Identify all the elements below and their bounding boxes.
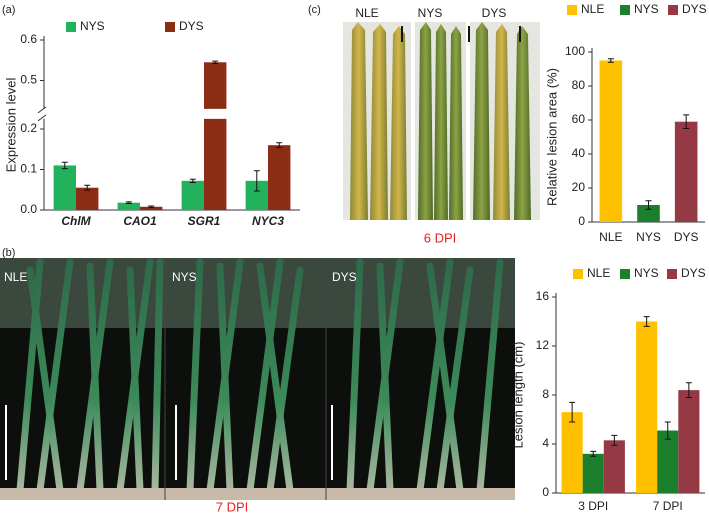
legend-label: DYS <box>179 19 204 33</box>
legend-swatch <box>66 22 76 32</box>
x-tick-label: 3 DPI <box>578 499 608 513</box>
photo-label: DYS <box>482 6 507 20</box>
bar <box>53 165 76 210</box>
error-bar <box>148 205 155 209</box>
error-bar <box>607 58 614 63</box>
legend-label: NLE <box>587 266 610 280</box>
bar <box>117 202 140 210</box>
error-bar <box>643 316 650 327</box>
bar <box>561 412 583 493</box>
x-tick-label: SGR1 <box>188 214 221 228</box>
y-tick-label: 4 <box>542 436 549 450</box>
photo-label: NLE <box>4 270 27 284</box>
error-bar <box>84 184 91 191</box>
panel-label: (a) <box>2 4 15 16</box>
x-tick-label: NLE <box>599 230 622 244</box>
bar <box>674 121 698 222</box>
photo-label: DYS <box>332 270 357 284</box>
photo-caption: 7 DPI <box>216 499 249 514</box>
bar <box>603 440 625 493</box>
legend-swatch <box>667 269 677 279</box>
y-tick-label: 0.2 <box>20 121 37 135</box>
y-tick-label: 8 <box>542 387 549 401</box>
error-bar <box>253 170 260 192</box>
error-bar <box>590 450 597 457</box>
error-bar <box>683 114 690 129</box>
legend-swatch <box>165 22 175 32</box>
error-bar <box>125 201 132 205</box>
y-axis-label: Relative lesion area (%) <box>544 68 559 206</box>
y-tick-label: 12 <box>536 338 550 352</box>
error-bar <box>611 434 618 446</box>
error-bar <box>61 161 68 170</box>
legend-label: NYS <box>80 19 105 33</box>
error-bar <box>645 200 652 210</box>
bar <box>657 430 679 493</box>
x-tick-label: 7 DPI <box>653 499 683 513</box>
bar <box>181 180 204 210</box>
y-tick-label: 20 <box>572 180 586 194</box>
bar <box>637 205 660 222</box>
legend-label: DYS <box>681 266 706 280</box>
x-tick-label: DYS <box>674 230 699 244</box>
legend-swatch <box>573 269 583 279</box>
y-tick-label: 0.1 <box>20 162 37 176</box>
y-tick-label: 0.0 <box>20 202 37 216</box>
y-tick-label: 0 <box>542 485 549 499</box>
photo-label: NLE <box>355 6 378 20</box>
y-tick-label: 0.6 <box>20 32 37 46</box>
error-bar <box>276 142 283 149</box>
y-tick-label: 80 <box>572 78 586 92</box>
plant-photo <box>0 258 515 500</box>
legend-swatch <box>567 5 577 15</box>
photo-label: NYS <box>418 6 443 20</box>
y-tick-label: 60 <box>572 112 586 126</box>
leaf-photo <box>343 22 540 220</box>
bar <box>245 180 268 210</box>
bar <box>268 145 291 210</box>
legend-label: NYS <box>634 2 659 16</box>
panel-label: (c) <box>308 4 321 16</box>
photo-label: NYS <box>172 270 197 284</box>
legend-swatch <box>620 5 630 15</box>
y-tick-label: 0.5 <box>20 73 37 87</box>
x-tick-label: CAO1 <box>123 214 157 228</box>
y-tick-label: 100 <box>565 44 585 58</box>
legend-label: NLE <box>581 2 604 16</box>
y-tick-label: 16 <box>536 289 550 303</box>
y-tick-label: 40 <box>572 146 586 160</box>
bar <box>140 206 163 210</box>
x-tick-label: NYS <box>636 230 661 244</box>
error-bar <box>685 382 692 398</box>
error-bar <box>664 421 671 440</box>
error-bar <box>569 401 576 423</box>
photo-caption: 6 DPI <box>424 230 457 245</box>
y-axis-label: Lesion length (cm) <box>510 342 525 449</box>
legend-swatch <box>620 269 630 279</box>
legend-swatch <box>668 5 678 15</box>
panel-label: (b) <box>2 247 15 259</box>
error-bar <box>212 60 219 64</box>
legend-label: NYS <box>634 266 659 280</box>
axis-break-mark <box>37 106 47 122</box>
bar <box>76 187 99 210</box>
bar <box>204 62 227 211</box>
bar <box>599 60 623 222</box>
legend-label: DYS <box>682 2 707 16</box>
bar <box>678 390 700 493</box>
x-tick-label: NYC3 <box>252 214 284 228</box>
y-axis-label: Expression level <box>3 78 18 173</box>
x-tick-label: ChlM <box>61 214 91 228</box>
bar <box>636 321 658 493</box>
axis-break <box>43 108 301 119</box>
bar <box>582 453 604 493</box>
error-bar <box>189 178 196 183</box>
y-tick-label: 0 <box>578 214 585 228</box>
